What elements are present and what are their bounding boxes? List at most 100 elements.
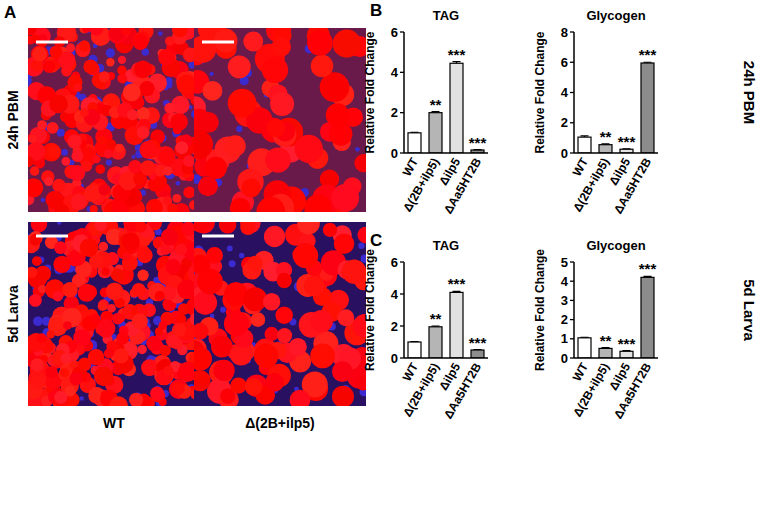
- lipid-droplet: [123, 84, 141, 102]
- lipid-droplet: [28, 267, 37, 278]
- error-bar: [581, 337, 589, 339]
- x-axis: [574, 152, 658, 154]
- lipid-droplet: [256, 197, 285, 212]
- y-tick-label: 4: [391, 65, 399, 80]
- y-tick-label: 6: [391, 255, 398, 270]
- lipid-droplet: [177, 75, 197, 95]
- lipid-droplet: [74, 83, 83, 92]
- lipid-droplet: [90, 313, 101, 324]
- scale-bar: [202, 41, 234, 44]
- lipid-droplet: [194, 36, 216, 63]
- nucleus: [239, 253, 244, 258]
- micrograph: [28, 28, 200, 212]
- y-tick-label: 0: [391, 146, 398, 161]
- lipid-droplet: [172, 28, 188, 37]
- nucleus: [33, 316, 43, 326]
- lipid-droplet: [171, 382, 184, 395]
- lipid-droplet: [173, 125, 182, 134]
- lipid-droplet: [159, 321, 167, 329]
- lipid-droplet: [265, 147, 290, 172]
- lipid-droplet: [332, 386, 354, 406]
- lipid-droplet: [310, 310, 333, 333]
- lipid-droplet: [137, 345, 146, 354]
- lipid-droplet: [115, 144, 124, 153]
- x-tick-label: ΔAa5HT2B: [611, 155, 654, 216]
- x-axis: [404, 357, 488, 359]
- lipid-droplet: [175, 244, 187, 256]
- lipid-droplet: [118, 56, 126, 64]
- nucleus: [61, 149, 68, 156]
- lipid-droplet: [164, 103, 175, 114]
- chart-title: TAG: [433, 8, 459, 23]
- image-bg: [28, 28, 200, 212]
- lipid-droplet: [98, 184, 110, 196]
- lipid-droplet: [117, 314, 126, 323]
- lipid-droplet: [194, 323, 208, 340]
- lipid-droplet: [172, 338, 183, 349]
- lipid-droplet: [92, 155, 100, 163]
- y-axis: [403, 262, 405, 358]
- y-tick-label: 4: [391, 287, 399, 302]
- x-tick-label: Δ(2B+ilp5): [570, 156, 612, 215]
- lipid-droplet: [32, 46, 47, 61]
- y-tick-label: 5: [561, 255, 568, 270]
- x-tick-label: ΔAa5HT2B: [441, 360, 484, 421]
- significance: ***: [469, 134, 487, 151]
- significance: ***: [639, 260, 657, 277]
- lipid-droplet: [62, 282, 77, 297]
- y-tick-label: 2: [391, 105, 398, 120]
- y-tick-label: 4: [561, 85, 569, 100]
- bar: [578, 137, 591, 153]
- lipid-droplet: [137, 247, 153, 263]
- lipid-droplet: [211, 336, 233, 358]
- lipid-droplet: [132, 283, 145, 296]
- bar: [578, 338, 591, 358]
- lipid-droplet: [106, 282, 124, 300]
- lipid-droplet: [243, 32, 263, 52]
- x-tick-label: Δ(2B+ilp5): [400, 156, 442, 215]
- lipid-droplet: [62, 157, 71, 166]
- lipid-droplet: [28, 178, 43, 197]
- lipid-droplet: [31, 222, 47, 232]
- lipid-droplet: [194, 347, 212, 370]
- lipid-droplet: [82, 28, 90, 33]
- significance: ***: [469, 334, 487, 351]
- significance: ***: [618, 335, 636, 352]
- nucleus: [355, 147, 360, 152]
- y-tick-label: 4: [561, 274, 569, 289]
- lipid-droplet: [161, 228, 178, 245]
- lipid-droplet: [121, 28, 131, 36]
- lipid-droplet: [140, 160, 155, 175]
- y-axis-label: Relative Fold Change: [363, 31, 377, 153]
- nucleus: [80, 396, 84, 400]
- bar: [641, 277, 654, 358]
- lipid-droplet: [198, 112, 219, 133]
- lipid-droplet: [194, 291, 217, 315]
- lipid-droplet: [304, 194, 331, 212]
- lipid-droplet: [60, 353, 71, 364]
- lipid-droplet: [165, 36, 174, 45]
- bar-chart: GlycogenRelative Fold Change02468WTΔ(2B+…: [533, 8, 658, 216]
- bar: [429, 327, 442, 358]
- lipid-droplet: [293, 243, 318, 268]
- lipid-droplet: [66, 43, 75, 52]
- bar: [599, 348, 612, 358]
- lipid-droplet: [277, 273, 292, 288]
- image-bg: [194, 222, 366, 406]
- nucleus: [28, 78, 32, 84]
- chart-title: TAG: [433, 238, 459, 253]
- y-axis: [573, 32, 575, 153]
- lipid-droplet: [289, 338, 307, 356]
- lipid-droplet: [163, 166, 172, 175]
- scale-bar: [36, 235, 68, 238]
- lipid-droplet: [47, 145, 61, 159]
- lipid-droplet: [332, 361, 353, 382]
- nucleus: [106, 48, 115, 57]
- lipid-droplet: [31, 376, 45, 390]
- lipid-droplet: [54, 241, 67, 254]
- y-axis-label: Relative Fold Change: [533, 249, 547, 371]
- lipid-droplet: [67, 134, 81, 148]
- column-label: WT: [103, 415, 125, 431]
- y-tick-label: 1: [561, 331, 568, 346]
- lipid-droplet: [230, 198, 251, 212]
